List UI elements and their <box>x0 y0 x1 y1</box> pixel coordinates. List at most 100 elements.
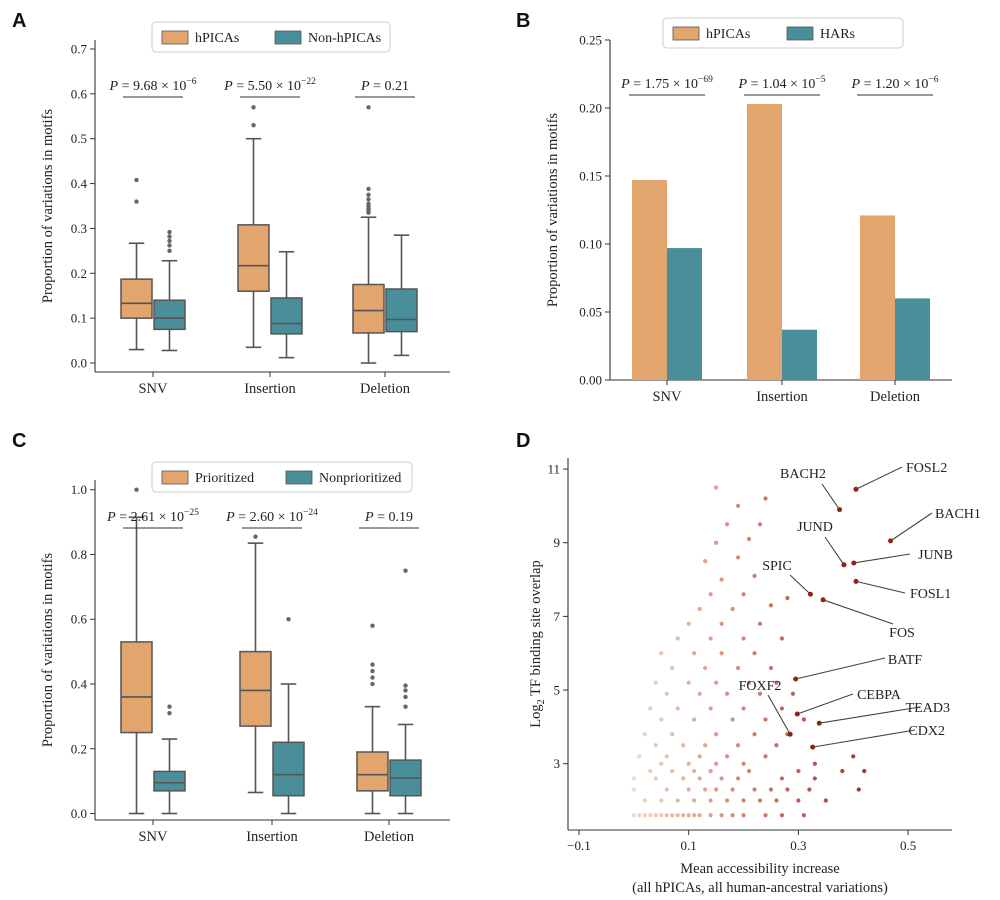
panel-d-point <box>714 787 719 792</box>
panel-c-y-axis-title: Proportion of variations in motifs <box>40 553 56 747</box>
panel-d-point <box>746 680 752 685</box>
panel-d-ytick-label: 9 <box>554 535 561 550</box>
panel-b-category-label: Insertion <box>756 389 808 405</box>
panel-d-point <box>741 636 746 641</box>
panel-d-gene-label: FOSL1 <box>910 587 951 602</box>
panel-d-point <box>779 706 785 711</box>
panel-d-xtick-label: 0.3 <box>790 838 806 853</box>
panel-b-ytick-label: 0.15 <box>579 169 602 184</box>
panel-d-ytick-label: 5 <box>554 683 561 698</box>
panel-d-point <box>692 651 697 656</box>
panel-c-ytick-label: 0.0 <box>71 806 87 821</box>
panel-a-pvalue-label: P = 5.50 × 10−22 <box>223 77 316 94</box>
panel-b-ytick-label: 0.20 <box>579 101 602 116</box>
panel-c-boxplot: 0.0 0.2 0.4 0.6 0.8 1.0 Proportion of variatio… <box>40 461 450 845</box>
panel-d-ytick-label: 11 <box>547 462 560 477</box>
panel-a-ytick-label: 0.3 <box>71 221 87 236</box>
panel-d-labeled-point <box>807 591 813 597</box>
panel-c-box-a-box <box>120 641 153 734</box>
panel-d-gene-label: BATF <box>888 653 922 668</box>
panel-d-point <box>692 768 697 774</box>
panel-a-box-b-outlier <box>167 248 172 254</box>
panel-d-point <box>812 761 817 766</box>
panel-a-box-a-outlier <box>134 199 139 204</box>
panel-b-pvalue-label: P = 1.75 × 10−69 <box>620 75 713 92</box>
panel-a-box-b-outlier <box>167 243 172 248</box>
panel-d-point <box>714 540 719 545</box>
panel-d-point <box>659 651 664 656</box>
panel-d-point <box>686 813 691 818</box>
panel-a-box-a-outlier <box>366 197 371 202</box>
panel-a-category-label: Insertion <box>244 381 296 397</box>
panel-c-box-a-box <box>356 751 389 792</box>
panel-d-point <box>752 651 757 656</box>
panel-b-bar <box>782 329 817 380</box>
panel-d-point <box>637 754 642 759</box>
panel-d-labeled-point <box>851 560 857 566</box>
panel-c-ytick-label: 0.2 <box>71 741 87 756</box>
panel-d-point <box>719 813 724 818</box>
panel-c-pvalue-label: P = 2.60 × 10−24 <box>225 508 318 525</box>
panel-d-leader-line <box>855 580 906 594</box>
panel-d-gene-label: FOS <box>889 626 915 641</box>
panel-label-d: D <box>516 430 530 452</box>
panel-d-point <box>631 787 636 792</box>
panel-d-point <box>746 536 752 542</box>
panel-d-point <box>763 717 768 722</box>
panel-a-legend-label: Non-hPICAs <box>308 31 381 46</box>
panel-a-legend-swatch <box>274 30 302 45</box>
panel-d-point <box>692 798 697 803</box>
panel-d-point <box>768 603 774 608</box>
panel-d-leader-line <box>819 706 921 724</box>
panel-d-point <box>714 680 719 685</box>
panel-d-point <box>801 717 806 722</box>
panel-d-point <box>703 665 708 671</box>
panel-b-ytick-label: 0.25 <box>579 33 602 48</box>
panel-b-ytick-label: 0.10 <box>579 237 602 252</box>
panel-c-box-a-outlier <box>370 623 375 628</box>
panel-d-gene-label: CDX2 <box>908 724 945 739</box>
panel-d-point <box>708 813 713 818</box>
panel-d-point <box>741 592 746 597</box>
panel-d-point <box>757 798 763 803</box>
panel-c-box-a-outlier <box>370 675 375 680</box>
panel-d-leader-line <box>821 483 840 510</box>
panel-d-scatter: 3 5 7 9 11 −0.1 0.1 0.3 0.5 Mean accessibility in… <box>528 458 981 896</box>
panel-d-point <box>686 621 691 626</box>
panel-d-point <box>631 813 636 818</box>
panel-d-point <box>697 606 702 612</box>
panel-a-box-a-outlier <box>251 105 256 110</box>
panel-d-point <box>724 798 730 803</box>
panel-c-pvalue-label: P = 0.19 <box>364 510 413 525</box>
panel-c-legend-swatch <box>161 470 189 485</box>
panel-d-point <box>724 754 730 759</box>
panel-d-point <box>653 680 658 685</box>
panel-d-gene-label: JUNB <box>918 548 953 563</box>
panel-c-ytick-label: 0.8 <box>71 547 87 562</box>
panel-a-ytick-label: 0.1 <box>71 311 87 326</box>
panel-a-box-b-outlier <box>167 234 172 239</box>
panel-d-point <box>774 798 779 803</box>
panel-c-pvalue-label: P = 2.61 × 10−25 <box>106 508 199 525</box>
panel-d-gene-label: TEAD3 <box>906 701 950 716</box>
panel-d-leader-line <box>795 657 886 680</box>
panel-d-point <box>686 680 691 685</box>
panel-d-labeled-point <box>810 744 816 750</box>
panel-d-y-axis-title: Log2 TF binding site overlap <box>528 560 547 727</box>
panel-d-point <box>779 776 785 781</box>
panel-c-category-label: Deletion <box>364 829 415 845</box>
panel-d-point <box>659 798 664 803</box>
panel-b-bar <box>860 215 895 380</box>
panel-d-point <box>697 754 702 759</box>
panel-d-xtick-label: 0.1 <box>681 838 697 853</box>
panel-c-box-a-outlier <box>370 662 375 667</box>
panel-a-pvalue-label: P = 0.21 <box>360 79 409 94</box>
panel-a-ytick-label: 0.5 <box>71 131 87 146</box>
panel-b-bar <box>895 298 930 380</box>
panel-d-labeled-point <box>841 562 847 568</box>
panel-d-point <box>807 787 812 792</box>
panel-d-point <box>752 787 757 792</box>
panel-a-box-a-box <box>352 283 385 334</box>
panel-a-category-label: SNV <box>138 381 168 397</box>
